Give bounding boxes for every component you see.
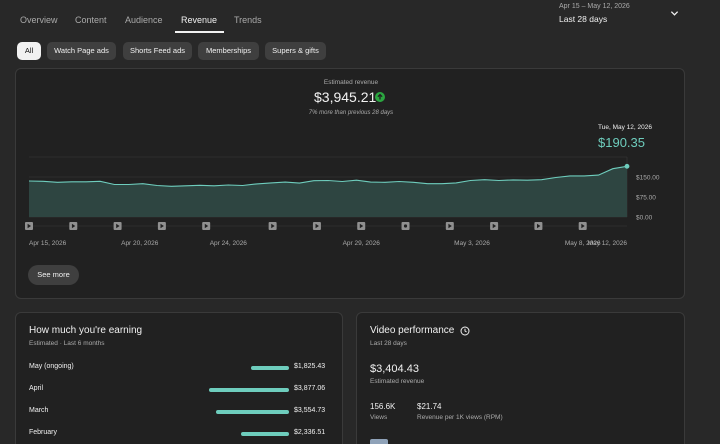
tab-revenue[interactable]: Revenue bbox=[174, 0, 225, 33]
x-tick-label: Apr 15, 2026 bbox=[29, 240, 67, 247]
earnings-month-label: May (ongoing) bbox=[29, 363, 74, 370]
play-icon[interactable] bbox=[312, 222, 321, 230]
tab-content[interactable]: Content bbox=[75, 15, 107, 25]
play-icon[interactable] bbox=[490, 222, 499, 230]
y-tick-label: $150.00 bbox=[636, 175, 660, 182]
chart-series-line bbox=[28, 165, 628, 187]
clock-icon[interactable] bbox=[460, 326, 470, 336]
earnings-amount: $3,877.06 bbox=[294, 385, 326, 392]
earnings-bar bbox=[241, 432, 289, 436]
rpm-value: $21.74 bbox=[417, 402, 442, 411]
earnings-bar bbox=[216, 410, 289, 414]
y-tick-label: $0.00 bbox=[636, 215, 653, 222]
chart-area-fill bbox=[29, 166, 627, 217]
date-range-main: Last 28 days bbox=[559, 14, 608, 24]
play-icon[interactable] bbox=[113, 222, 122, 230]
video-performance-subtitle: Last 28 days bbox=[370, 340, 407, 347]
date-range-picker[interactable]: Apr 15 – May 12, 2026 Last 28 days bbox=[559, 3, 630, 24]
earnings-title: How much you're earning bbox=[29, 325, 143, 336]
chevron-down-icon[interactable] bbox=[670, 9, 679, 18]
tab-overview[interactable]: Overview bbox=[20, 15, 58, 25]
revenue-comparison-text: 7% more than previous 28 days bbox=[308, 110, 394, 116]
x-tick-label: Apr 20, 2026 bbox=[121, 240, 159, 247]
earnings-subtitle: Estimated · Last 6 months bbox=[29, 340, 105, 347]
views-label: Views bbox=[370, 414, 388, 421]
chip-shorts-feed-ads[interactable]: Shorts Feed ads bbox=[123, 42, 192, 60]
arrow-up-circle-icon bbox=[375, 92, 385, 102]
play-icon[interactable] bbox=[445, 222, 454, 230]
earnings-row: May (ongoing) $1,825.43 bbox=[29, 363, 334, 373]
earnings-row: March $3,554.73 bbox=[29, 407, 334, 417]
x-tick-label: May 8, 2026 bbox=[565, 240, 601, 247]
chip-memberships[interactable]: Memberships bbox=[198, 42, 259, 60]
play-icon[interactable] bbox=[202, 222, 211, 230]
play-icon[interactable] bbox=[578, 222, 587, 230]
earnings-month-label: March bbox=[29, 407, 49, 414]
earnings-card: How much you're earning Estimated · Last… bbox=[15, 312, 343, 444]
play-icon[interactable] bbox=[357, 222, 366, 230]
estimated-revenue-value: $3,945.21 bbox=[314, 89, 377, 105]
rpm-label: Revenue per 1K views (RPM) bbox=[417, 414, 503, 421]
chip-all[interactable]: All bbox=[17, 42, 41, 60]
play-icon[interactable] bbox=[157, 222, 166, 230]
see-more-button[interactable]: See more bbox=[28, 265, 79, 285]
x-tick-label: Apr 29, 2026 bbox=[343, 240, 381, 247]
earnings-amount: $1,825.43 bbox=[294, 363, 326, 370]
earnings-month-label: February bbox=[29, 429, 58, 436]
video-revenue-value: $3,404.43 bbox=[370, 363, 419, 375]
video-performance-title: Video performance bbox=[370, 325, 455, 336]
chart-selected-point bbox=[624, 163, 630, 169]
earnings-row: April $3,877.06 bbox=[29, 385, 334, 395]
earnings-amount: $2,336.51 bbox=[294, 429, 326, 436]
revenue-area-chart[interactable]: $150.00 $75.00 $0.00 Apr 15, 2026 Apr 20, 20… bbox=[16, 69, 686, 259]
tooltip-value: $190.35 bbox=[598, 135, 645, 150]
tab-trends[interactable]: Trends bbox=[234, 15, 262, 25]
earnings-amount: $3,554.73 bbox=[294, 407, 326, 414]
play-icon[interactable] bbox=[69, 222, 78, 230]
play-icon[interactable] bbox=[25, 222, 33, 230]
chip-supers-gifts[interactable]: Supers & gifts bbox=[265, 42, 326, 60]
revenue-chart-card: Estimated revenue $3,945.21 7% more than… bbox=[15, 68, 685, 299]
video-thumbnail[interactable] bbox=[370, 439, 388, 444]
earnings-row: February $2,336.51 bbox=[29, 429, 334, 439]
chip-watch-page-ads[interactable]: Watch Page ads bbox=[47, 42, 116, 60]
tab-audience[interactable]: Audience bbox=[125, 15, 163, 25]
earnings-month-label: April bbox=[29, 385, 44, 392]
play-icon[interactable] bbox=[268, 222, 277, 230]
video-revenue-label: Estimated revenue bbox=[370, 378, 425, 385]
tooltip-date: Tue, May 12, 2026 bbox=[598, 124, 652, 131]
earnings-bar bbox=[209, 388, 289, 392]
video-performance-card: Video performance Last 28 days $3,404.43… bbox=[356, 312, 685, 444]
earnings-bar bbox=[251, 366, 289, 370]
x-tick-label: May 3, 2026 bbox=[454, 240, 490, 247]
x-tick-label: Apr 24, 2026 bbox=[210, 240, 248, 247]
live-icon[interactable] bbox=[401, 222, 410, 230]
play-icon[interactable] bbox=[534, 222, 543, 230]
x-tick-label: May 12, 2026 bbox=[588, 240, 628, 247]
estimated-revenue-label: Estimated revenue bbox=[323, 79, 379, 86]
views-value: 156.6K bbox=[370, 402, 396, 411]
y-tick-label: $75.00 bbox=[636, 195, 656, 202]
date-range-sub: Apr 15 – May 12, 2026 bbox=[559, 3, 630, 10]
